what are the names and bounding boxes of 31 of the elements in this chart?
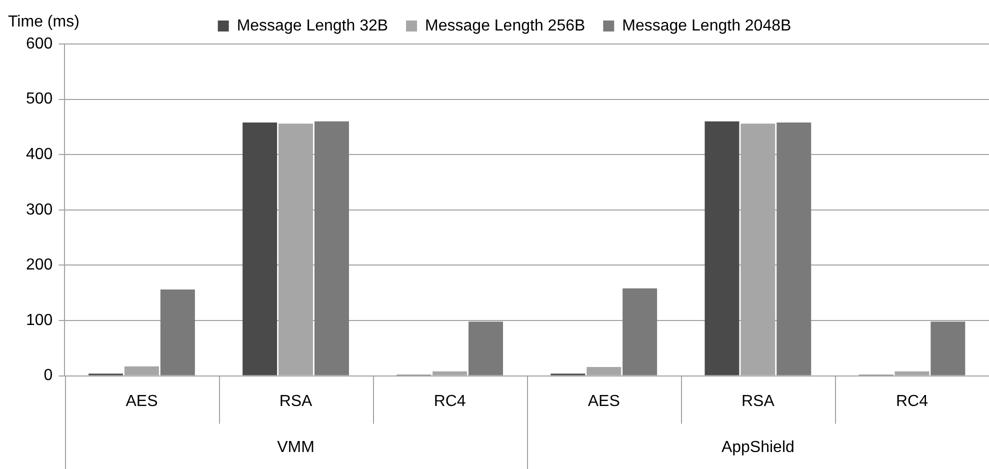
y-tick-label: 300: [26, 201, 53, 218]
bar: [314, 121, 349, 376]
bar: [776, 122, 812, 376]
legend-label: Message Length 32B: [236, 17, 388, 34]
bar: [704, 121, 740, 376]
bar: [160, 290, 195, 376]
y-tick-label: 0: [44, 367, 53, 384]
bar: [586, 366, 622, 376]
bar: [242, 122, 278, 376]
x-tick-label: RC4: [896, 392, 928, 410]
y-tick-label: 500: [26, 90, 53, 108]
x-tick-label: RC4: [434, 392, 466, 410]
bar: [622, 288, 658, 376]
text: AppShield: [721, 439, 794, 456]
y-tick-label: 600: [26, 35, 53, 52]
bar: [432, 371, 468, 376]
legend-label: Message Length 2048B: [622, 17, 792, 34]
text: VMM: [277, 439, 314, 456]
y-axis-title: Time (ms): [8, 13, 80, 30]
x-tick-label: AES: [126, 392, 158, 410]
bar: [124, 366, 159, 376]
x-tick-label: RSA: [741, 392, 775, 410]
bar: [468, 322, 504, 376]
x-tick-label: AES: [588, 392, 620, 410]
bar: [894, 371, 930, 376]
bar: [930, 322, 966, 376]
x-tick-label: RSA: [279, 392, 313, 410]
y-tick-label: 100: [26, 312, 53, 329]
legend-label: Message Length 256B: [425, 17, 586, 34]
y-tick-label: 400: [26, 146, 53, 164]
y-tick-label: 200: [26, 256, 53, 274]
